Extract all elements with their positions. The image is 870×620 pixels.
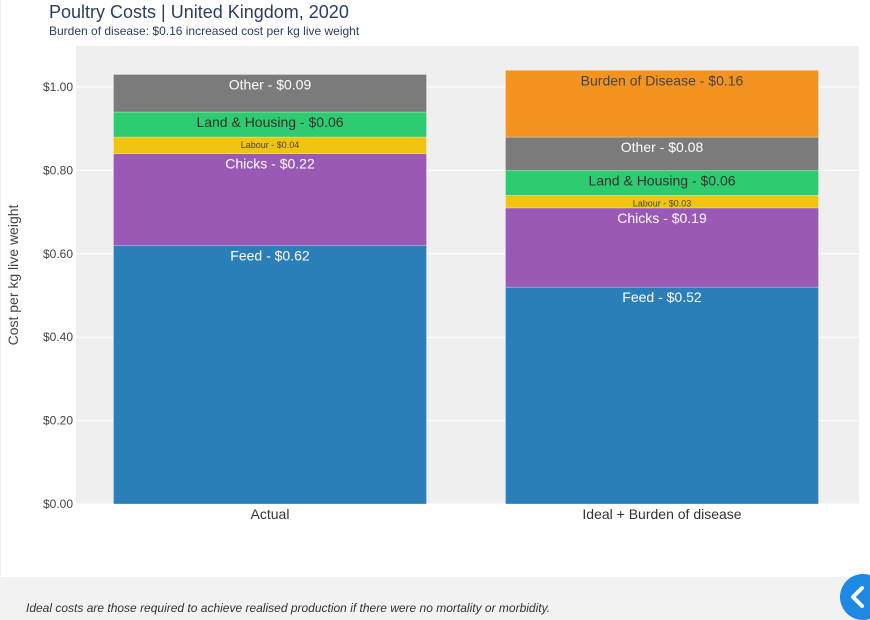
y-axis-label: Cost per kg live weight (5, 204, 21, 345)
y-tick-label: $0.20 (43, 414, 73, 428)
bar-segment-chicks[interactable] (113, 153, 427, 246)
bar-labels: Feed - $0.62 Chicks - $0.22 Labour - $0.04… (196, 72, 743, 305)
x-tick-label: Ideal + Burden of disease (582, 506, 741, 522)
x-axis-ticks: Actual Ideal + Burden of disease (251, 506, 742, 522)
bar-segment-feed[interactable] (113, 245, 427, 505)
y-tick-label: $0.80 (43, 163, 73, 177)
y-tick-label: $0.40 (43, 330, 73, 344)
y-tick-label: $0.60 (43, 247, 73, 261)
bar-segment-land-housing[interactable] (505, 170, 819, 196)
footer-bar: Ideal costs are those required to achiev… (0, 577, 870, 620)
chart-panel: Poultry Costs | United Kingdom, 2020 Bur… (0, 0, 859, 577)
bar-data-label: Other - $0.08 (621, 139, 704, 155)
footnote: Ideal costs are those required to achiev… (26, 601, 551, 615)
chart-title: Poultry Costs | United Kingdom, 2020 (49, 2, 349, 22)
bar-data-label: Other - $0.09 (229, 76, 312, 92)
bar-data-label: Land & Housing - $0.06 (588, 172, 735, 188)
bar-segment-other[interactable] (505, 136, 819, 171)
bar-data-label: Labour - $0.03 (633, 198, 692, 208)
bar-data-label: Feed - $0.62 (230, 247, 310, 263)
chevron-left-icon (851, 586, 864, 608)
bar-segment-chicks[interactable] (505, 207, 819, 288)
bar-data-label: Chicks - $0.22 (225, 156, 315, 172)
y-tick-label: $0.00 (43, 497, 73, 511)
stacked-bar-chart: Feed - $0.62 Chicks - $0.22 Labour - $0.04… (5, 46, 859, 522)
bar-data-label: Labour - $0.04 (241, 140, 300, 150)
bar-data-label: Land & Housing - $0.06 (196, 114, 343, 130)
bar-segment-feed[interactable] (505, 286, 819, 505)
bar-data-label: Feed - $0.52 (622, 289, 702, 305)
bars (113, 70, 819, 505)
x-tick-label: Actual (251, 506, 290, 522)
collapse-panel-button[interactable] (840, 574, 870, 620)
bar-segment-burden-of-disease[interactable] (505, 70, 819, 138)
bar-segment-land-housing[interactable] (113, 111, 427, 138)
y-tick-label: $1.00 (43, 80, 73, 94)
bar-segment-other[interactable] (113, 74, 427, 113)
chart-subtitle: Burden of disease: $0.16 increased cost … (49, 24, 360, 38)
y-axis-ticks: $0.00 $0.20 $0.40 $0.60 $0.80 $1.00 (43, 80, 73, 511)
bar-data-label: Chicks - $0.19 (617, 210, 707, 226)
bar-data-label: Burden of Disease - $0.16 (581, 72, 744, 88)
